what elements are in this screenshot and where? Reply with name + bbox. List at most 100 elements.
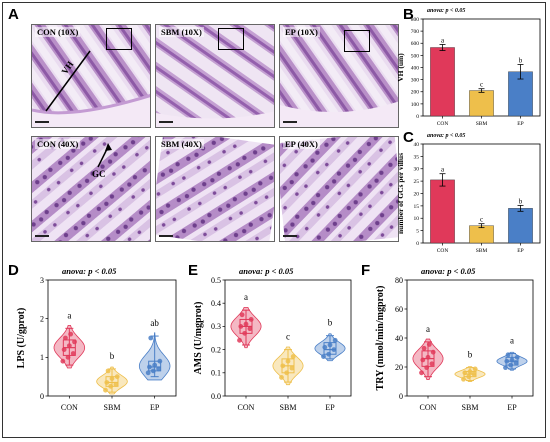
chart-d-sig-letter: ab	[150, 318, 159, 328]
panel-letter-a: A	[8, 6, 19, 23]
chart-d-point	[108, 383, 114, 389]
chart-c-ytick-label: 0	[416, 241, 419, 247]
chart-d-xtick-label: CON	[61, 403, 78, 412]
chart-d-ytick-label: 0	[40, 392, 44, 401]
chart-d-sig-letter: b	[110, 351, 115, 361]
chart-f-point	[514, 354, 520, 360]
chart-c-ytick-label: 25	[414, 179, 420, 185]
inset-box	[344, 30, 370, 52]
chart-f-ytick-label: 40	[395, 334, 403, 343]
chart-b-xtick-label: CON	[437, 121, 449, 127]
chart-e-ytick-label: 0.4	[211, 299, 221, 308]
chart-b-ytick-label: 700	[411, 29, 420, 35]
chart-f-xtick-label: CON	[420, 403, 437, 412]
gc-annotation: GC	[92, 169, 106, 179]
chart-e-title: anova: p < 0.05	[239, 266, 294, 276]
chart-d-point	[70, 351, 76, 356]
chart-b-ytick-label: 500	[411, 53, 420, 59]
chart-e-ytick-label: 0.0	[211, 392, 221, 401]
chart-e-ytick-label: 0.1	[211, 369, 221, 378]
chart-f-ylabel: TRY (nmol/min/mgprot)	[375, 286, 386, 391]
chart-b-ytick-label: 600	[411, 41, 420, 47]
chart-f-point	[505, 352, 511, 358]
chart-d-point	[109, 376, 115, 381]
chart-d-point	[63, 335, 68, 341]
chart-e-point	[285, 358, 291, 364]
chart-b-ylabel: VH (um)	[396, 53, 405, 82]
chart-c-title: anova: p < 0.05	[427, 133, 465, 139]
chart-f-point	[472, 366, 478, 372]
chart-f-xtick-label: EP	[507, 403, 517, 412]
chart-c-ytick-label: 30	[414, 167, 420, 173]
chart-e-point	[280, 363, 286, 369]
chart-d-xtick-label: SBM	[104, 403, 121, 412]
chart-f-ytick-label: 80	[395, 276, 403, 285]
scale-bar	[35, 121, 49, 123]
chart-e-point	[326, 351, 332, 357]
micrograph-con-40x: CON (40X) GC	[31, 136, 151, 242]
chart-f-point	[424, 365, 430, 371]
chart-d-xtick-label: EP	[150, 403, 160, 412]
chart-d-point	[113, 382, 119, 387]
chart-d-point	[60, 358, 66, 364]
chart-c-sig-letter: c	[480, 216, 483, 224]
chart-e-point	[248, 317, 254, 322]
chart-c-ytick-label: 5	[416, 229, 419, 235]
chart-e-point	[279, 375, 284, 380]
chart-b-bar	[430, 47, 455, 117]
chart-c-ytick-label: 10	[414, 216, 420, 222]
chart-d-point	[72, 339, 77, 345]
chart-d-point	[150, 368, 156, 374]
chart-d-sig-letter: a	[67, 310, 71, 320]
chart-f-sig-letter: a	[426, 324, 430, 334]
chart-c-ytick-label: 40	[414, 142, 420, 148]
chart-c-bar	[430, 179, 455, 244]
chart-e-ytick-label: 0.3	[211, 322, 221, 331]
chart-f-sig-letter: a	[510, 335, 514, 345]
chart-e-ytick-label: 0.2	[211, 345, 221, 354]
chart-f-point	[503, 365, 508, 371]
chart-d-ytick-label: 1	[40, 353, 44, 362]
chart-f-point	[461, 376, 466, 382]
chart-e-point	[284, 370, 290, 376]
chart-d-point	[156, 366, 161, 372]
chart-f-sig-letter: b	[468, 350, 473, 360]
chart-d-ylabel: LPS (U/gprot)	[16, 308, 27, 369]
chart-e-xtick-label: CON	[238, 403, 255, 412]
chart-d-point	[65, 354, 71, 360]
chart-e-xtick-label: EP	[325, 403, 335, 412]
chart-e-point	[242, 330, 248, 336]
chart-b-sig-letter: b	[519, 56, 523, 64]
chart-b-ytick-label: 0	[416, 114, 419, 120]
chart-b-ytick-label: 800	[411, 17, 420, 23]
chart-c-bar	[469, 225, 494, 244]
chart-e-point	[239, 312, 245, 318]
chart-f-point	[467, 369, 473, 374]
chart-e-point	[321, 354, 326, 359]
chart-c-xtick-label: CON	[437, 248, 449, 254]
chart-b-ytick-label: 200	[411, 90, 420, 96]
micrograph-label: SBM (10X)	[159, 27, 204, 37]
chart-f-point	[466, 374, 472, 380]
scale-bar	[283, 121, 297, 123]
chart-e-point	[331, 347, 337, 352]
chart-e-point	[247, 326, 253, 332]
chart-f-point	[508, 362, 514, 368]
chart-f-point	[430, 349, 436, 355]
chart-e-point	[237, 337, 242, 343]
micrograph-sbm-40x: SBM (40X)	[155, 136, 275, 242]
scale-bar	[35, 235, 49, 237]
chart-f-point	[513, 360, 519, 365]
chart-d-point	[157, 358, 163, 364]
chart-d-point	[103, 387, 108, 393]
chart-e-point	[289, 365, 295, 371]
chart-b-sig-letter: c	[480, 81, 483, 89]
micrograph-label: EP (10X)	[283, 27, 320, 37]
inset-box	[218, 28, 244, 50]
chart-f-point	[425, 354, 431, 360]
chart-c-sig-letter: a	[441, 166, 445, 174]
chart-c-sig-letter: b	[519, 197, 523, 205]
scale-bar	[283, 235, 297, 237]
chart-d-point	[147, 364, 152, 370]
